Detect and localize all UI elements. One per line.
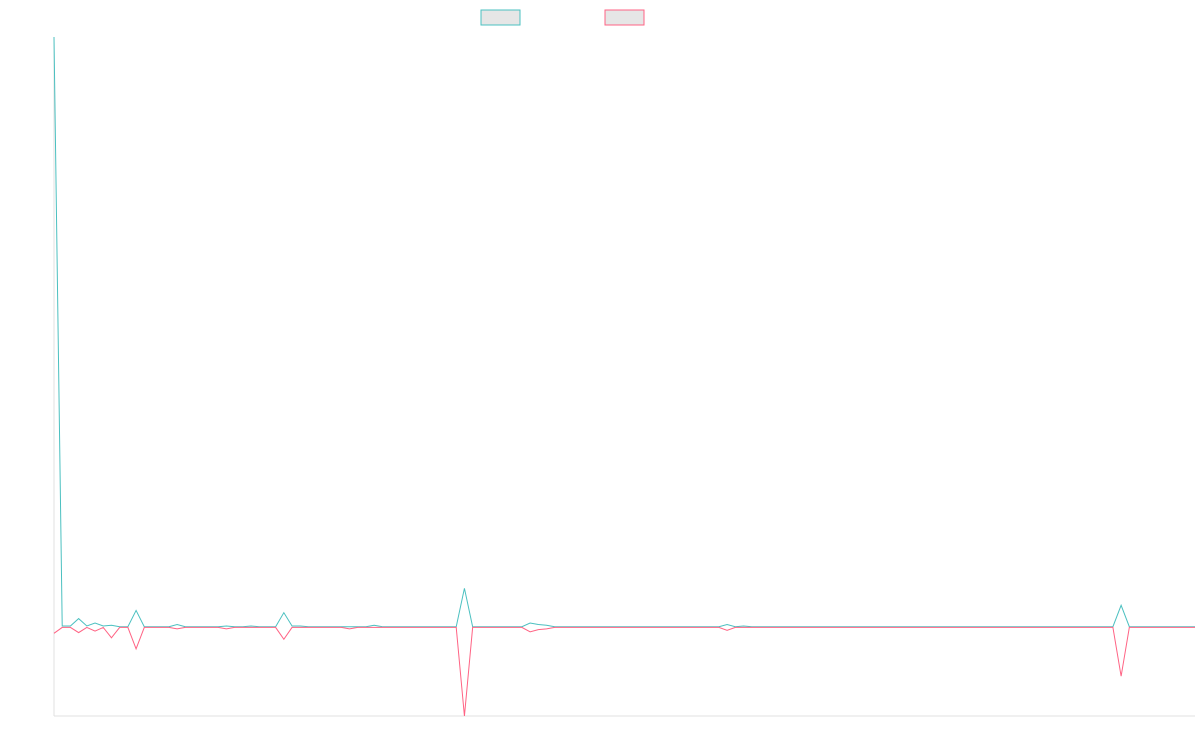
axes <box>53 37 1195 717</box>
legend-swatch-2[interactable] <box>604 9 645 26</box>
series-line-2 <box>53 626 1195 717</box>
series-line-1 <box>53 36 1195 628</box>
legend <box>480 9 645 26</box>
legend-swatch-1[interactable] <box>480 9 521 26</box>
series-layer <box>53 36 1195 717</box>
